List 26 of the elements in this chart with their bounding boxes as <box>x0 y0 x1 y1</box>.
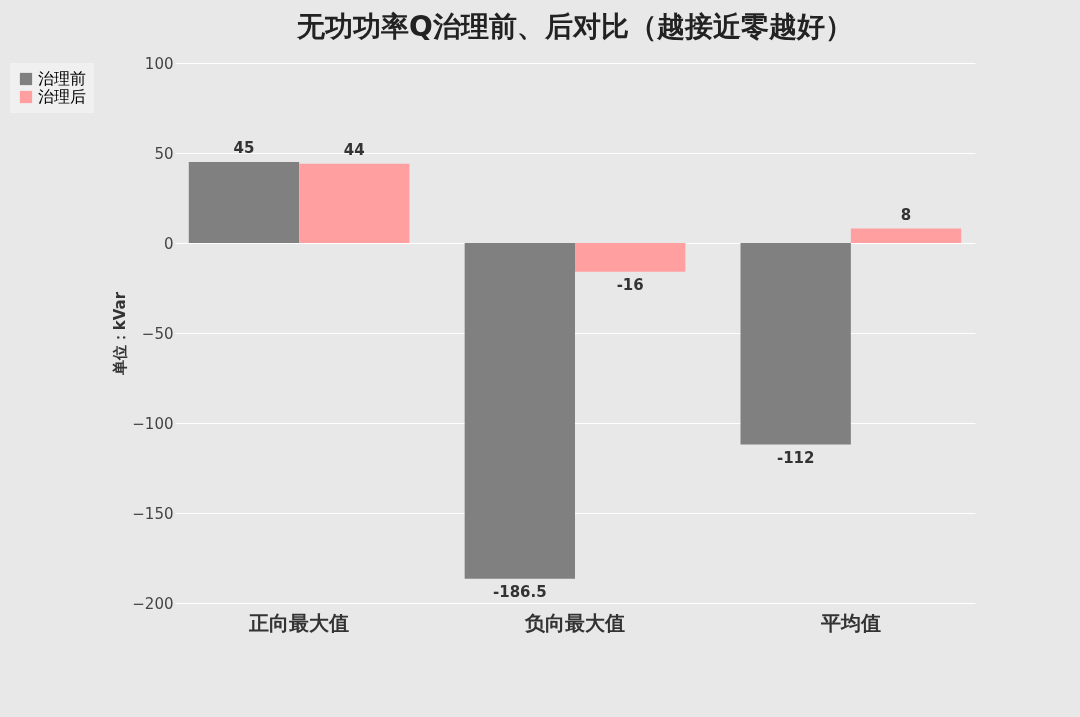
data-label: 45 <box>233 139 255 157</box>
x-tick-label: 正向最大值 <box>248 610 350 635</box>
bar <box>188 162 300 243</box>
y-tick-label: −50 <box>141 324 174 343</box>
y-axis-title: 单位：kVar <box>111 291 130 377</box>
y-tick-label: 100 <box>144 54 174 73</box>
bar <box>850 228 962 243</box>
chart-title: 无功功率Q治理前、后对比（越接近零越好） <box>296 10 853 43</box>
bar <box>299 163 410 243</box>
data-label: 8 <box>900 205 912 224</box>
y-tick-label: −200 <box>132 594 174 613</box>
data-label: -16 <box>616 275 644 294</box>
y-tick-label: 50 <box>154 144 174 163</box>
data-label: -112 <box>776 448 815 467</box>
x-tick-label: 负向最大值 <box>524 610 625 635</box>
y-tick-label: 0 <box>163 234 174 253</box>
y-tick-label: −100 <box>132 414 174 433</box>
data-label: -186.5 <box>492 582 547 601</box>
bar <box>575 243 686 272</box>
data-label: 44 <box>343 140 365 159</box>
x-tick-label: 平均值 <box>819 610 881 635</box>
bar <box>740 243 851 445</box>
y-tick-label: −150 <box>132 504 174 523</box>
legend-label: 治理前 <box>38 69 86 88</box>
legend-label: 治理后 <box>38 87 86 106</box>
bar <box>464 243 575 579</box>
